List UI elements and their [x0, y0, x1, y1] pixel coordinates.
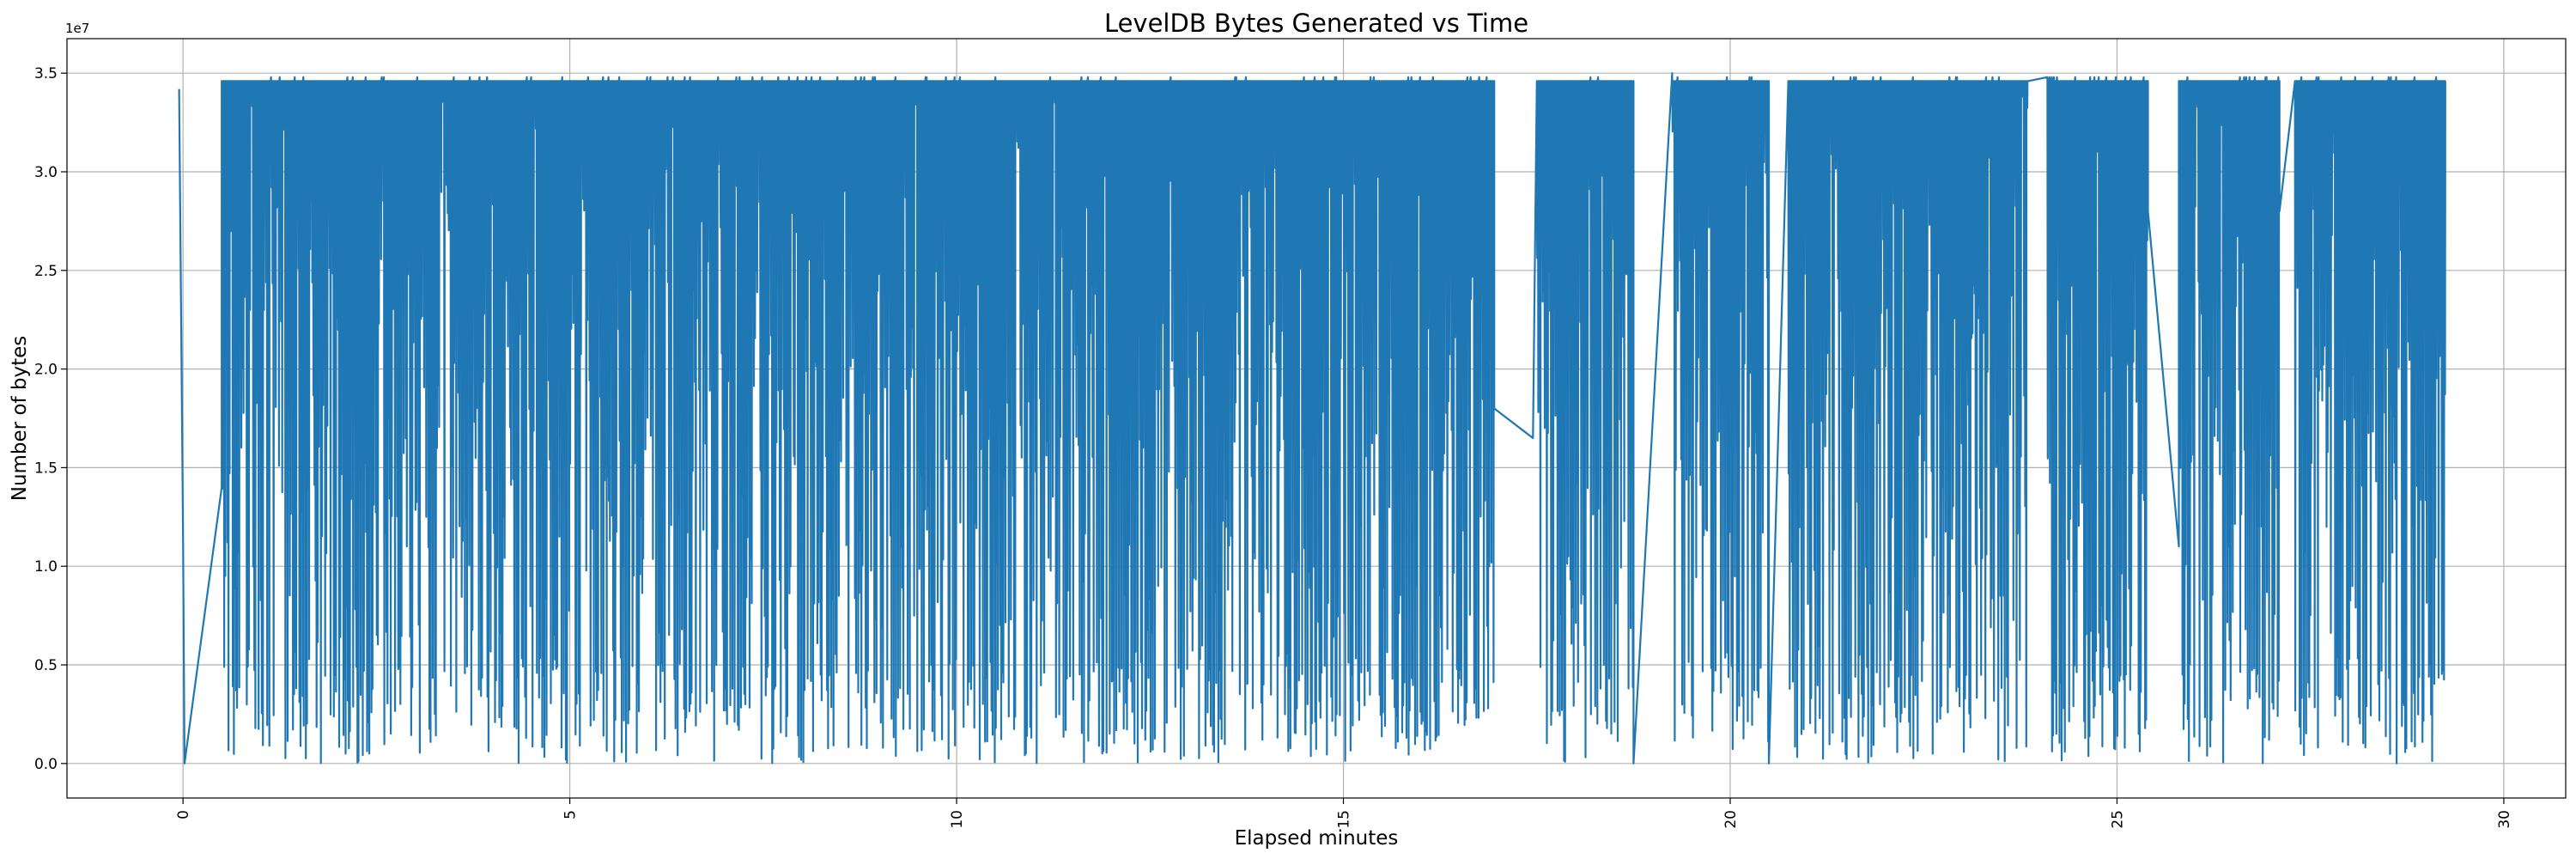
plot-frame [66, 38, 2567, 799]
x-tick-label: 15 [1336, 810, 1353, 829]
x-tick-label: 10 [949, 810, 966, 829]
x-tick-label: 0 [175, 810, 192, 819]
y-tick-label: 2.0 [34, 362, 58, 379]
y-tick-label: 0.0 [34, 756, 58, 773]
y-tick-label: 1.5 [34, 460, 58, 477]
y-axis-offset-label: 1e7 [65, 21, 89, 36]
y-tick-label: 2.5 [34, 263, 58, 280]
chart-title: LevelDB Bytes Generated vs Time [1104, 9, 1528, 38]
x-tick-label: 20 [1722, 810, 1740, 829]
data-series-layer [178, 72, 2446, 765]
y-axis-title: Number of bytes [9, 336, 31, 502]
x-tick-label: 25 [2109, 810, 2126, 829]
y-tick-label: 1.0 [34, 558, 58, 576]
x-tick-label: 5 [562, 810, 580, 819]
y-tick-label: 3.0 [34, 164, 58, 181]
y-tick-label: 0.5 [34, 657, 58, 674]
x-axis-title: Elapsed minutes [1235, 827, 1399, 850]
series-line-bytes [178, 72, 2446, 765]
y-tick-label: 3.5 [34, 65, 58, 82]
ticks-layer: 0 5 10 15 20 25 30 0.0 0.5 1.0 1.5 2.0 2.5 3.0 3.5 [34, 65, 2513, 828]
x-tick-label: 30 [2496, 810, 2513, 829]
